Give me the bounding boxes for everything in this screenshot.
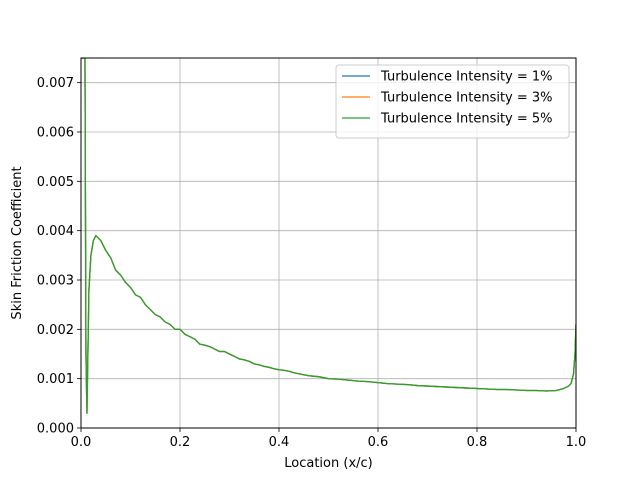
y-tick-label: 0.006: [37, 126, 74, 141]
x-tick-label: 1.0: [566, 435, 587, 450]
plot-area-frame: [80, 57, 577, 429]
x-axis-title: Location (x/c): [284, 456, 372, 471]
y-tick-label: 0.003: [37, 274, 74, 289]
y-axis: 0.000 0.001 0.002 0.003 0.004 0.005 0.006 0.007: [37, 76, 81, 437]
y-axis-title: Skin Friction Coefficient: [10, 166, 25, 319]
legend-box: [335, 64, 570, 139]
legend-label-2: Turbulence Intensity = 3%: [380, 91, 553, 106]
legend-label-3: Turbulence Intensity = 5%: [380, 112, 553, 127]
plot-series: [81, 58, 576, 414]
y-tick-label: 0.004: [37, 224, 74, 239]
y-tick-label: 0.007: [37, 76, 74, 91]
x-axis: 0.0 0.2 0.4 0.6 0.8 1.0: [71, 428, 587, 450]
legend: Turbulence Intensity = 1% Turbulence Inte…: [335, 64, 570, 139]
y-tick-label: 0.005: [37, 175, 74, 190]
x-tick-label: 0.8: [467, 435, 488, 450]
x-tick-label: 0.0: [71, 435, 92, 450]
y-tick-label: 0.000: [37, 422, 74, 437]
y-tick-label: 0.001: [37, 372, 74, 387]
x-tick-label: 0.6: [368, 435, 389, 450]
legend-label-1: Turbulence Intensity = 1%: [380, 70, 553, 85]
x-tick-label: 0.2: [170, 435, 191, 450]
x-tick-label: 0.4: [269, 435, 290, 450]
series-line-3: [81, 58, 576, 414]
y-tick-label: 0.002: [37, 323, 74, 338]
